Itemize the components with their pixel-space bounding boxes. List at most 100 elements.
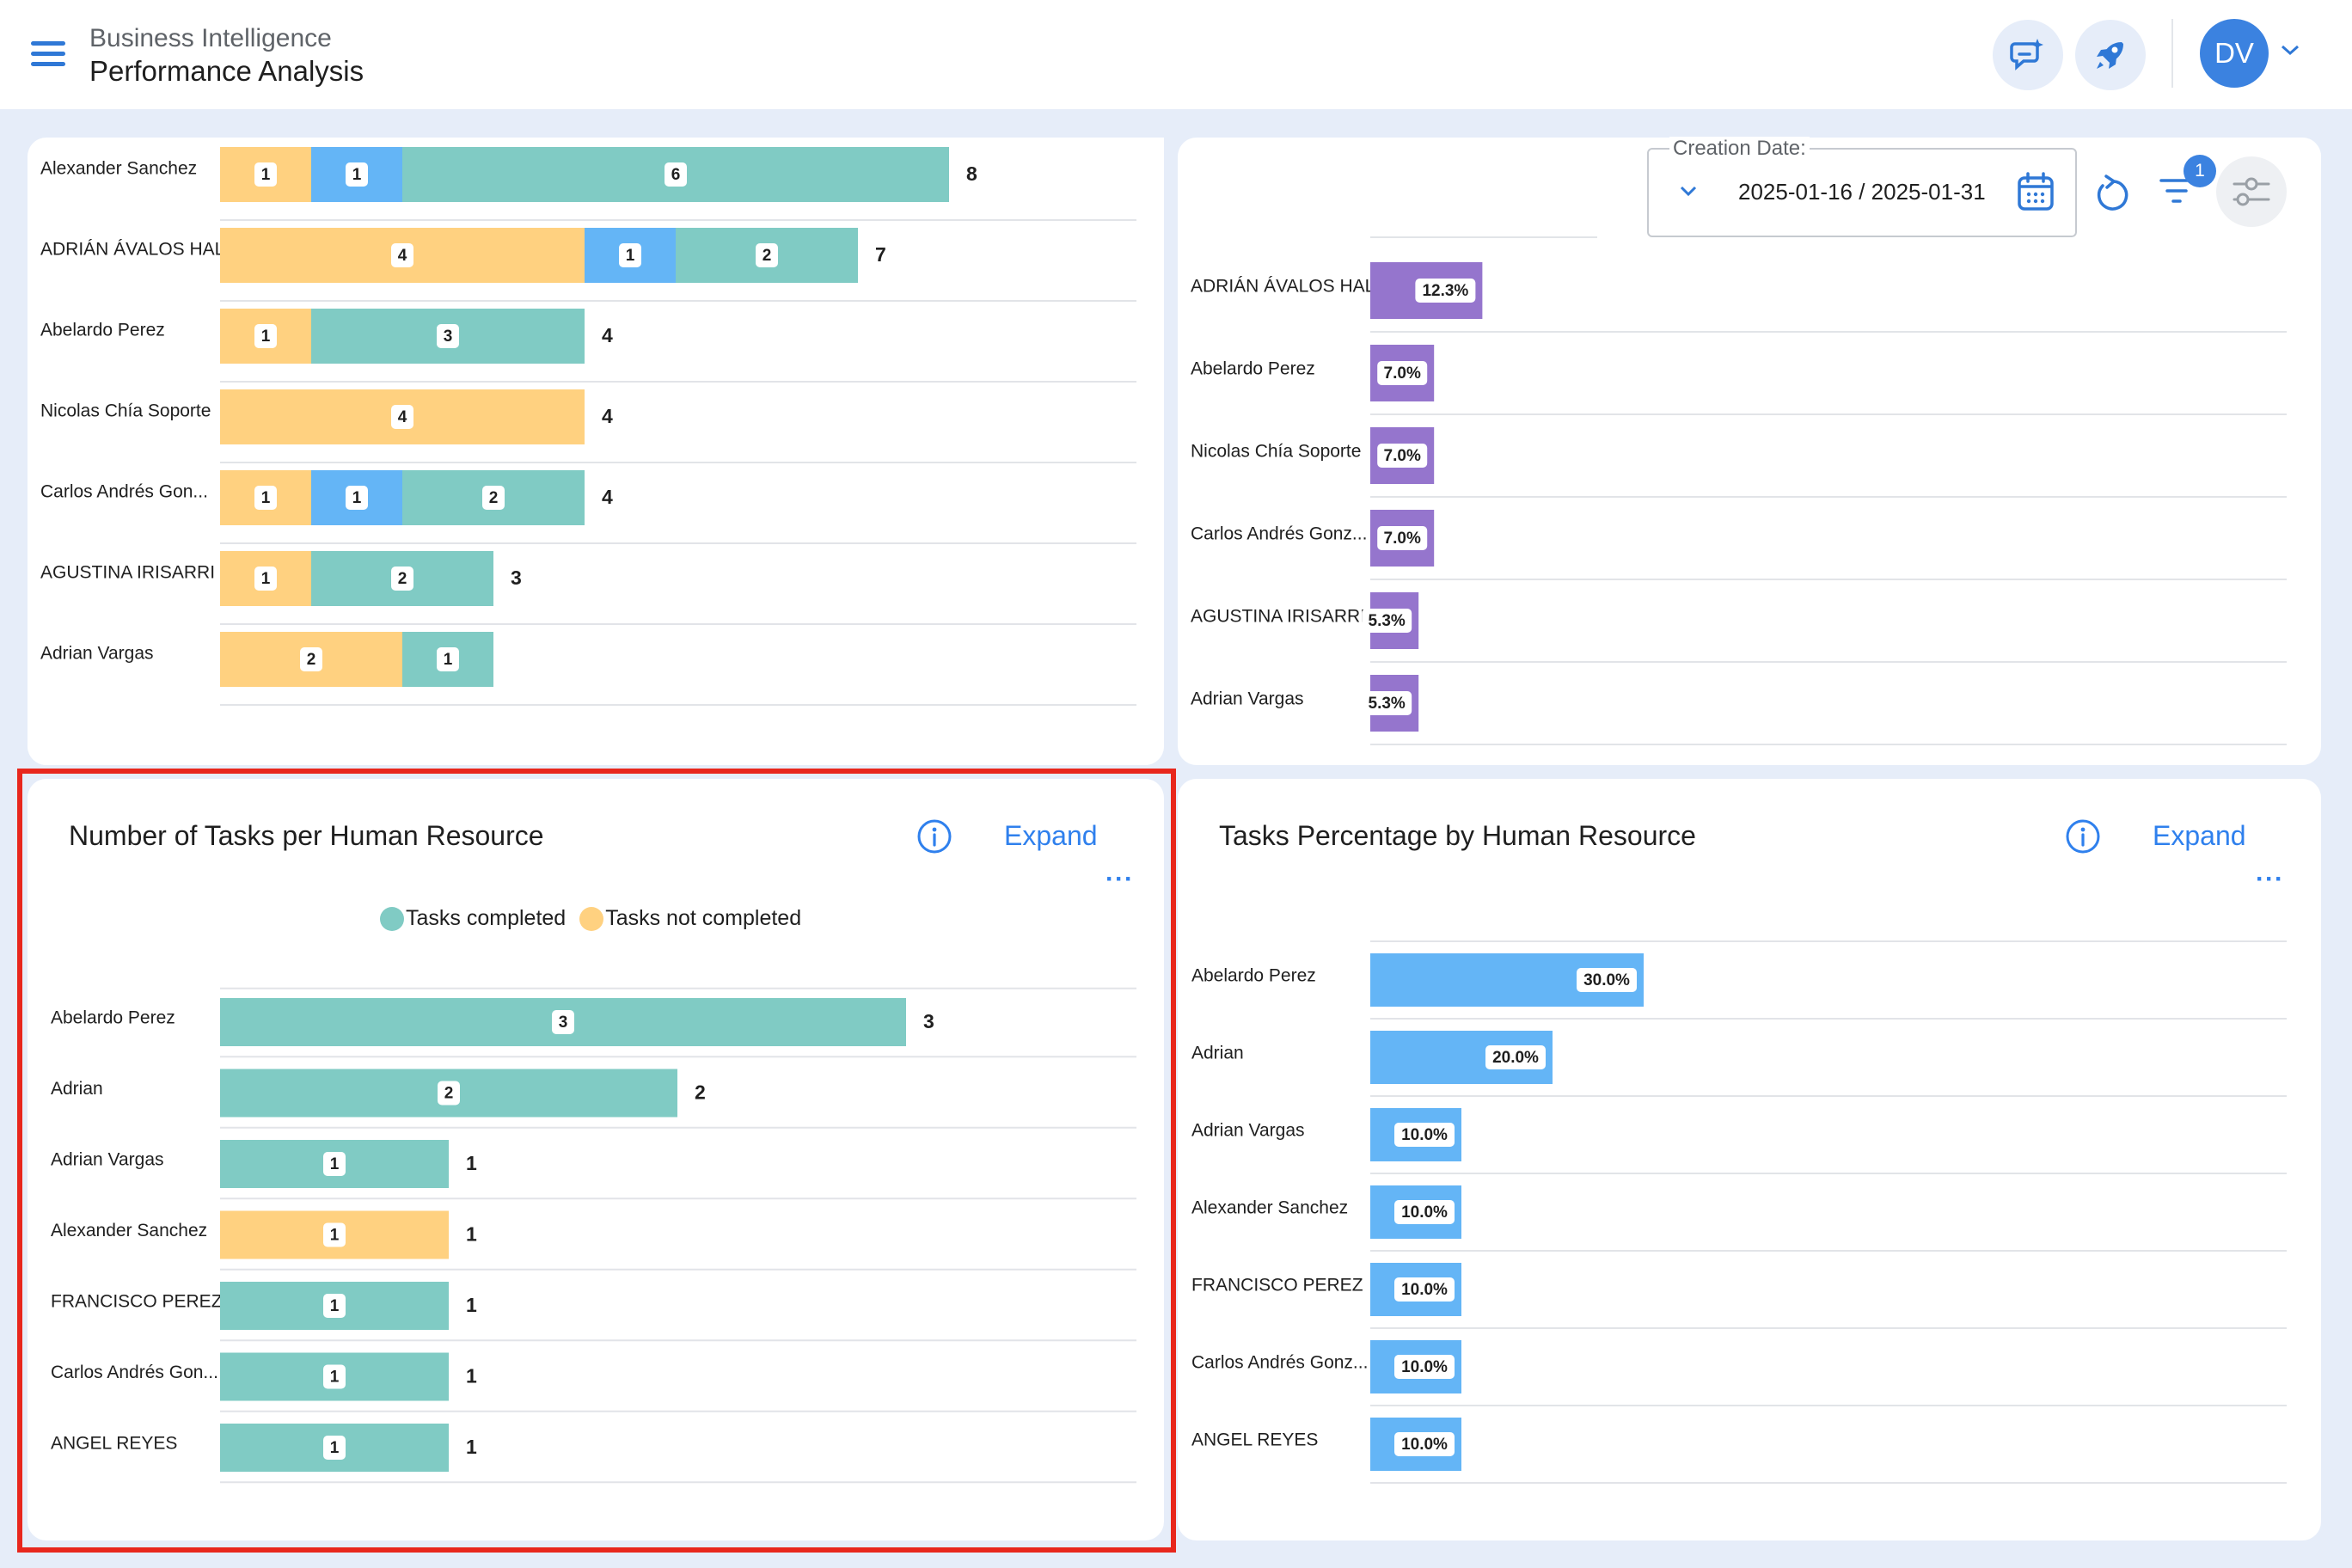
data-label-bg — [346, 162, 368, 187]
calendar-icon[interactable] — [2017, 172, 2055, 213]
total-label: 1 — [466, 1365, 477, 1387]
menu-icon[interactable] — [31, 39, 65, 68]
expand-button[interactable]: Expand — [2153, 820, 2246, 851]
data-label-bg — [391, 405, 413, 429]
data-label-bg — [438, 1081, 460, 1106]
tasks-percentage-status-chart: ADRIÁN ÁVALOS HAL 12.3% Abelardo Perez 7.0%… — [1191, 236, 2287, 745]
card-title: Number of Tasks per Human Resource — [69, 820, 544, 851]
data-label: 7.0% — [1384, 447, 1421, 465]
legend-label: Tasks completed — [406, 906, 567, 930]
total-label: 1 — [466, 1436, 477, 1458]
total-label: 4 — [602, 486, 613, 508]
category-label: AGUSTINA IRISARRI — [1191, 607, 1365, 627]
data-label: 10.0% — [1401, 1436, 1448, 1454]
refresh-icon[interactable] — [2094, 174, 2132, 215]
category-label: Abelardo Perez — [1191, 966, 1316, 986]
data-label: 10.0% — [1401, 1281, 1448, 1299]
category-label: Adrian Vargas — [1191, 1121, 1305, 1141]
category-label: Abelardo Perez — [40, 321, 165, 340]
data-label-bg — [482, 486, 505, 510]
category-label: ADRIÁN ÁVALOS HAL — [40, 240, 224, 260]
category-label: Adrian Vargas — [1191, 689, 1304, 709]
active-filter-count-badge: 1 — [2184, 155, 2216, 187]
legend-swatch — [380, 906, 404, 931]
data-label-bg — [552, 1010, 574, 1034]
tasks-per-resource-card: Abelardo Perez 3 3 Adrian 2 2 Adrian Vargas 1 1 A… — [28, 779, 1164, 1540]
category-label: FRANCISCO PEREZ — [51, 1292, 223, 1312]
data-label-bg — [300, 647, 322, 671]
data-label: 1 — [352, 489, 362, 507]
clip-mask — [28, 736, 1164, 765]
data-label-bg — [1485, 1045, 1546, 1069]
category-label: Nicolas Chía Soporte — [40, 401, 211, 421]
data-label: 1 — [261, 489, 271, 507]
total-label: 4 — [602, 405, 613, 427]
category-label: Nicolas Chía Soporte — [1191, 442, 1361, 462]
legend-item-completed[interactable]: Tasks completed — [380, 906, 566, 931]
user-avatar[interactable]: DV — [2200, 19, 2269, 88]
data-label: 2 — [489, 489, 499, 507]
data-label-bg — [619, 243, 641, 267]
data-label-bg — [254, 486, 277, 510]
data-label: 30.0% — [1583, 971, 1630, 989]
sliders-icon — [2233, 177, 2270, 206]
data-label-bg — [1394, 1277, 1455, 1302]
category-label: ADRIÁN ÁVALOS HAL — [1191, 277, 1375, 297]
total-label: 4 — [602, 324, 613, 346]
data-label: 1 — [330, 1297, 340, 1315]
date-range-value: 2025-01-16 / 2025-01-31 — [1738, 179, 1986, 205]
launch-button[interactable] — [2075, 20, 2146, 90]
creation-date-field[interactable]: Creation Date: 2025-01-16 / 2025-01-31 — [1647, 137, 2077, 237]
data-label-bg — [254, 162, 277, 187]
more-options-button[interactable]: ··· — [2256, 865, 2284, 893]
data-label-bg — [437, 647, 459, 671]
ai-chat-button[interactable] — [1993, 20, 2063, 90]
category-label: Abelardo Perez — [51, 1008, 175, 1028]
data-label-bg — [1377, 526, 1428, 550]
more-options-button[interactable]: ··· — [1106, 865, 1134, 893]
data-label-bg — [1377, 444, 1428, 468]
data-label: 1 — [626, 247, 635, 265]
data-label-bg — [323, 1436, 346, 1460]
total-label: 7 — [875, 243, 886, 266]
data-label-bg — [1394, 1123, 1455, 1147]
data-label-bg — [254, 567, 277, 591]
expand-button[interactable]: Expand — [1004, 820, 1098, 851]
data-label: 1 — [261, 328, 271, 346]
category-label: Alexander Sanchez — [40, 159, 197, 179]
category-label: Alexander Sanchez — [1191, 1198, 1348, 1218]
info-icon[interactable] — [916, 818, 952, 854]
chevron-down-icon[interactable] — [2280, 43, 2300, 57]
data-label-bg — [1394, 1432, 1455, 1456]
category-label: Carlos Andrés Gonz... — [1191, 524, 1367, 544]
total-label: 1 — [466, 1152, 477, 1174]
app-header: Business Intelligence Performance Analys… — [0, 0, 2352, 109]
data-label-bg — [346, 486, 368, 510]
data-label: 20.0% — [1492, 1049, 1539, 1067]
data-label-bg — [1415, 279, 1476, 303]
data-label-bg — [437, 324, 459, 348]
data-label: 7.0% — [1384, 530, 1421, 548]
data-label: 4 — [398, 247, 407, 265]
data-label: 10.0% — [1401, 1204, 1448, 1222]
data-label: 1 — [352, 166, 362, 184]
legend-swatch — [579, 906, 604, 931]
data-label: 1 — [261, 570, 271, 588]
data-label-bg — [756, 243, 778, 267]
filter-settings-button[interactable] — [2216, 156, 2287, 227]
app-section-label: Business Intelligence — [89, 24, 332, 52]
data-label-bg — [1362, 609, 1412, 633]
data-label: 2 — [763, 247, 772, 265]
category-label: Abelardo Perez — [1191, 359, 1315, 379]
legend-item-not-completed[interactable]: Tasks not completed — [579, 906, 801, 931]
card-title: Tasks Percentage by Human Resource — [1219, 820, 1696, 851]
chevron-down-icon[interactable] — [1678, 184, 1699, 198]
data-label: 2 — [307, 651, 316, 669]
data-label: 1 — [261, 166, 271, 184]
data-label-bg — [1394, 1355, 1455, 1379]
info-icon[interactable] — [2065, 818, 2101, 854]
data-label-bg — [1394, 1200, 1455, 1224]
data-label: 3 — [559, 1014, 568, 1032]
data-label: 4 — [398, 408, 407, 426]
category-label: Carlos Andrés Gon... — [51, 1363, 218, 1382]
